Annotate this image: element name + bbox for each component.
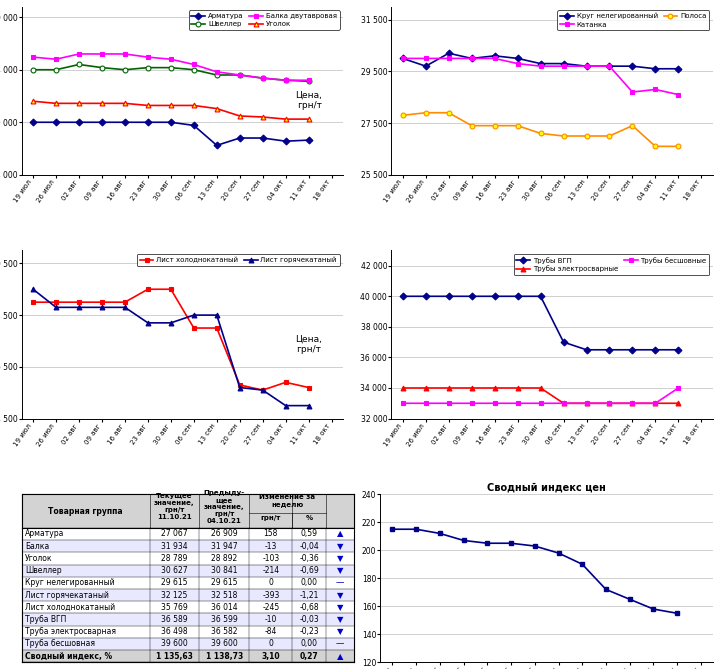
Text: Товарная группа: Товарная группа — [48, 506, 123, 516]
Text: -13: -13 — [265, 542, 277, 551]
Text: 36 582: 36 582 — [211, 628, 238, 636]
Legend: Арматура, Швеллер, Балка двутавровая, Уголок: Арматура, Швеллер, Балка двутавровая, Уг… — [189, 10, 340, 30]
Text: Труба ВГП: Труба ВГП — [25, 615, 66, 624]
Bar — [22, 565, 354, 577]
Text: 36 599: 36 599 — [211, 615, 238, 624]
Text: 27 067: 27 067 — [161, 529, 188, 539]
Text: 0,59: 0,59 — [300, 529, 318, 539]
Text: ▲: ▲ — [336, 529, 343, 539]
Text: -214: -214 — [262, 566, 279, 575]
Text: -0,03: -0,03 — [300, 615, 319, 624]
Text: %: % — [305, 515, 312, 521]
Text: 0,27: 0,27 — [300, 652, 318, 661]
Text: Труба бесшовная: Труба бесшовная — [25, 640, 95, 648]
Text: 32 518: 32 518 — [211, 591, 238, 599]
Legend: Круг нелегированный, Катанка, Полоса: Круг нелегированный, Катанка, Полоса — [557, 10, 709, 30]
Bar — [22, 613, 354, 626]
Text: грн/т: грн/т — [261, 515, 281, 521]
Text: 28 892: 28 892 — [211, 554, 238, 563]
Text: 36 589: 36 589 — [161, 615, 188, 624]
Text: 36 498: 36 498 — [161, 628, 188, 636]
Text: -393: -393 — [262, 591, 279, 599]
Legend: Трубы ВГП, Трубы электросварные, Трубы бесшовные: Трубы ВГП, Трубы электросварные, Трубы б… — [513, 254, 709, 275]
Text: -245: -245 — [262, 603, 279, 611]
Text: -0,68: -0,68 — [300, 603, 319, 611]
Text: 158: 158 — [264, 529, 278, 539]
Text: -103: -103 — [262, 554, 279, 563]
Text: ▼: ▼ — [336, 591, 343, 599]
Y-axis label: Цена,
грн/т: Цена, грн/т — [294, 91, 322, 110]
Text: Предыду-
щее
значение,
грн/т
04.10.21: Предыду- щее значение, грн/т 04.10.21 — [204, 490, 245, 524]
Text: 1 135,63: 1 135,63 — [156, 652, 193, 661]
Text: 30 841: 30 841 — [211, 566, 238, 575]
Text: 0,00: 0,00 — [300, 578, 318, 587]
Bar — [22, 577, 354, 589]
Bar — [22, 601, 354, 613]
Text: 28 789: 28 789 — [161, 554, 188, 563]
Text: 0: 0 — [269, 578, 274, 587]
Text: ▼: ▼ — [336, 615, 343, 624]
Text: ▼: ▼ — [336, 566, 343, 575]
Bar — [22, 650, 354, 662]
Bar — [22, 528, 354, 540]
Bar — [22, 589, 354, 601]
Text: 32 125: 32 125 — [161, 591, 188, 599]
Text: 29 615: 29 615 — [161, 578, 188, 587]
Text: ▼: ▼ — [336, 603, 343, 611]
Text: Балка: Балка — [25, 542, 49, 551]
Text: -84: -84 — [265, 628, 277, 636]
Text: 36 014: 36 014 — [211, 603, 238, 611]
Text: —: — — [336, 640, 344, 648]
Bar — [22, 638, 354, 650]
Text: 26 909: 26 909 — [211, 529, 238, 539]
Text: -10: -10 — [265, 615, 277, 624]
Bar — [22, 553, 354, 565]
Text: Труба электросварная: Труба электросварная — [25, 628, 116, 636]
Text: 35 769: 35 769 — [161, 603, 188, 611]
Text: Лист холоднокатаный: Лист холоднокатаный — [25, 603, 115, 611]
Text: Текущее
значение,
грн/т
11.10.21: Текущее значение, грн/т 11.10.21 — [154, 494, 195, 520]
Text: 1 138,73: 1 138,73 — [206, 652, 243, 661]
Text: 0,00: 0,00 — [300, 640, 318, 648]
Text: 0: 0 — [269, 640, 274, 648]
Text: ▲: ▲ — [336, 652, 343, 661]
Text: Арматура: Арматура — [25, 529, 64, 539]
Text: -0,04: -0,04 — [300, 542, 319, 551]
Text: ▼: ▼ — [336, 554, 343, 563]
Text: 29 615: 29 615 — [211, 578, 238, 587]
Title: Сводный индекс цен: Сводный индекс цен — [487, 482, 606, 492]
Text: -0,36: -0,36 — [300, 554, 319, 563]
Y-axis label: Цена,
грн/т: Цена, грн/т — [294, 334, 322, 354]
Text: 39 600: 39 600 — [211, 640, 238, 648]
Text: ▼: ▼ — [336, 542, 343, 551]
Text: 39 600: 39 600 — [161, 640, 188, 648]
Text: Сводный индекс, %: Сводный индекс, % — [25, 652, 112, 661]
Text: -0,23: -0,23 — [300, 628, 319, 636]
Text: Изменение за
неделю: Изменение за неделю — [259, 494, 315, 507]
Text: 31 947: 31 947 — [211, 542, 238, 551]
Bar — [22, 626, 354, 638]
Text: 3,10: 3,10 — [261, 652, 280, 661]
Text: Уголок: Уголок — [25, 554, 53, 563]
Text: Швеллер: Швеллер — [25, 566, 61, 575]
Text: 30 627: 30 627 — [161, 566, 188, 575]
Bar — [22, 540, 354, 553]
Text: 31 934: 31 934 — [161, 542, 188, 551]
Text: ▼: ▼ — [336, 628, 343, 636]
Text: -1,21: -1,21 — [300, 591, 319, 599]
Bar — [22, 494, 354, 528]
Text: —: — — [336, 578, 344, 587]
Text: Лист горячекатаный: Лист горячекатаный — [25, 591, 109, 599]
Text: -0,69: -0,69 — [300, 566, 319, 575]
Legend: Лист холоднокатаный, Лист горячекатаный: Лист холоднокатаный, Лист горячекатаный — [137, 254, 340, 266]
Text: Круг нелегированный: Круг нелегированный — [25, 578, 114, 587]
